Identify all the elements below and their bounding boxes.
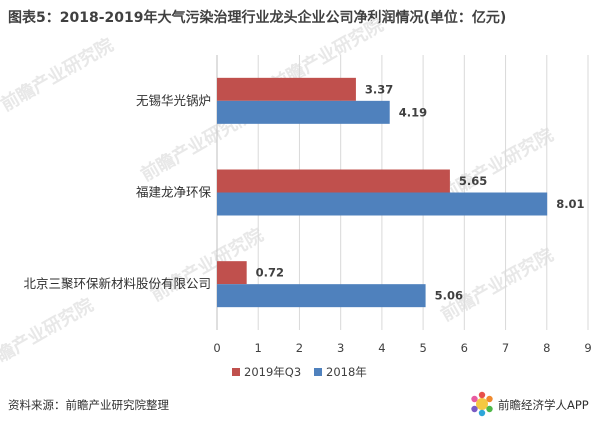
brand-logo-icon	[471, 391, 493, 417]
chart-title: 图表5：2018-2019年大气污染治理行业龙头企业公司净利润情况(单位：亿元)	[8, 10, 507, 26]
source-note: 资料来源：前瞻产业研究院整理	[8, 398, 169, 412]
legend-label: 2019年Q3	[244, 365, 301, 379]
x-tick-label: 4	[378, 341, 385, 355]
legend-label: 2018年	[326, 365, 367, 379]
x-tick-label: 9	[584, 341, 591, 355]
legend-swatch	[314, 368, 322, 376]
data-label: 3.37	[365, 82, 393, 96]
data-label: 5.65	[459, 174, 487, 188]
brand-badge: 前瞻经济学人APP	[468, 385, 600, 423]
legend-swatch	[232, 368, 240, 376]
category-label: 福建龙净环保	[136, 185, 212, 200]
legend: 2019年Q3 2018年	[232, 365, 367, 379]
x-tick-label: 1	[255, 341, 262, 355]
bar	[217, 261, 247, 285]
x-tick-label: 8	[543, 341, 550, 355]
data-labels: 3.37 4.19 5.65 8.01 0.72 5.06	[256, 82, 585, 302]
x-tick-label: 0	[213, 341, 220, 355]
x-tick-label: 5	[419, 341, 426, 355]
bar	[217, 77, 356, 101]
x-tick-labels: 0 1 2 3 4 5 6 7 8 9	[213, 341, 591, 355]
category-label: 北京三聚环保新材料股份有限公司	[23, 276, 211, 291]
x-tick-label: 2	[296, 341, 303, 355]
x-tick-label: 6	[461, 341, 468, 355]
brand-text: 前瞻经济学人APP	[498, 398, 589, 412]
data-label: 5.06	[435, 289, 463, 303]
data-label: 0.72	[256, 266, 284, 280]
data-label: 4.19	[399, 105, 427, 119]
watermark-text: 前瞻产业研究院	[0, 294, 97, 376]
bar	[217, 100, 390, 124]
bar	[217, 284, 426, 308]
x-tick-label: 7	[502, 341, 509, 355]
bars	[217, 77, 548, 308]
bar	[217, 169, 450, 193]
bar	[217, 192, 548, 216]
category-label: 无锡华光锅炉	[136, 93, 211, 108]
watermark-text: 前瞻产业研究院	[0, 34, 117, 116]
x-tick-label: 3	[337, 341, 344, 355]
data-label: 8.01	[556, 197, 584, 211]
watermark-text: 前瞻产业研究院	[437, 244, 557, 326]
